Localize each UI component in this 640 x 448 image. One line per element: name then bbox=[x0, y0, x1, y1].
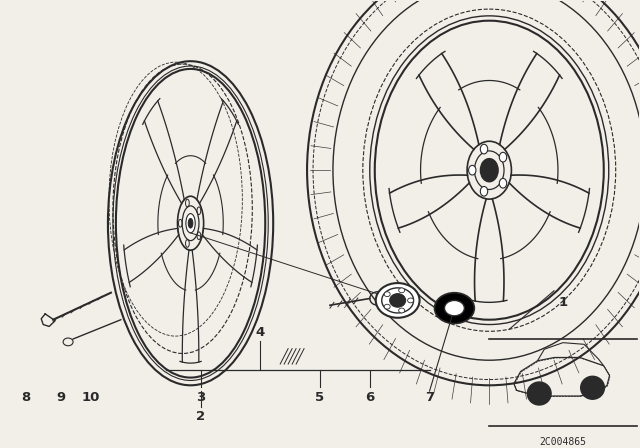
Ellipse shape bbox=[499, 152, 507, 162]
Text: 2C004865: 2C004865 bbox=[540, 437, 586, 448]
Text: 6: 6 bbox=[365, 391, 374, 404]
Ellipse shape bbox=[399, 288, 404, 293]
Text: 7: 7 bbox=[425, 391, 434, 404]
Circle shape bbox=[580, 376, 604, 399]
Ellipse shape bbox=[499, 178, 507, 188]
Ellipse shape bbox=[435, 293, 474, 323]
Ellipse shape bbox=[399, 308, 404, 313]
Text: 10: 10 bbox=[82, 391, 100, 404]
Ellipse shape bbox=[481, 159, 498, 182]
Text: 4: 4 bbox=[255, 326, 265, 339]
Ellipse shape bbox=[468, 165, 476, 175]
Ellipse shape bbox=[480, 186, 488, 196]
Ellipse shape bbox=[376, 283, 420, 318]
Ellipse shape bbox=[384, 304, 390, 309]
Text: 2: 2 bbox=[196, 410, 205, 423]
Text: 3: 3 bbox=[196, 391, 205, 404]
Ellipse shape bbox=[186, 214, 195, 233]
Text: 9: 9 bbox=[56, 391, 66, 404]
Circle shape bbox=[527, 382, 551, 405]
Ellipse shape bbox=[188, 219, 193, 228]
Ellipse shape bbox=[408, 298, 413, 303]
Text: 8: 8 bbox=[22, 391, 31, 404]
Ellipse shape bbox=[444, 301, 465, 316]
Ellipse shape bbox=[384, 292, 390, 297]
Ellipse shape bbox=[390, 293, 406, 307]
Text: 1: 1 bbox=[559, 296, 568, 309]
Ellipse shape bbox=[480, 144, 488, 154]
Text: 5: 5 bbox=[316, 391, 324, 404]
